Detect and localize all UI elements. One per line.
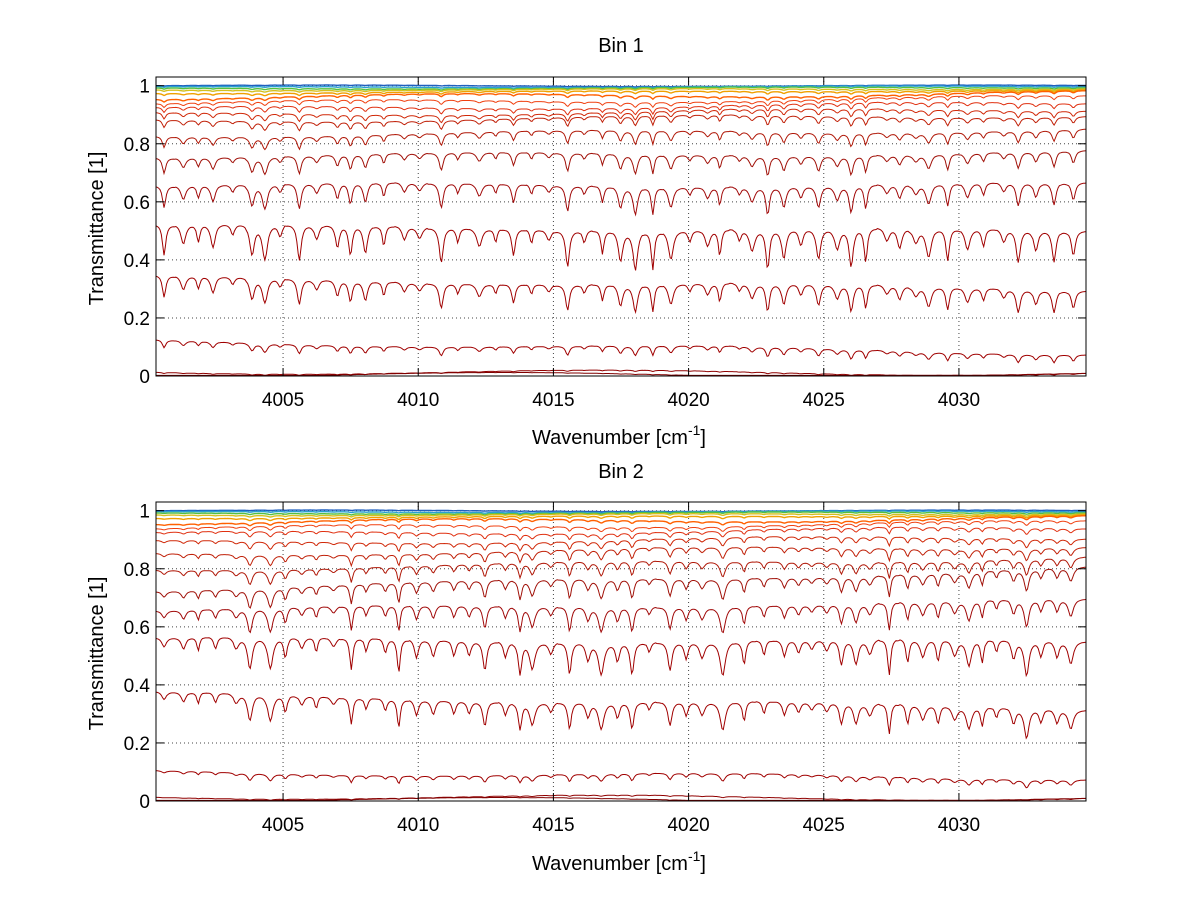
x-tick-label: 4015 bbox=[532, 815, 574, 836]
y-tick-label: 1 bbox=[139, 502, 150, 523]
series-line bbox=[156, 95, 1086, 109]
chart-title: Bin 1 bbox=[598, 35, 644, 57]
y-axis-label: Transmittance [1] bbox=[86, 577, 108, 731]
x-tick-label: 4005 bbox=[262, 815, 304, 836]
y-tick-label: 0.2 bbox=[124, 309, 150, 330]
y-tick-label: 0 bbox=[139, 367, 150, 388]
series-line bbox=[155, 182, 1087, 217]
series-line bbox=[156, 372, 1086, 376]
series-line bbox=[155, 101, 1086, 116]
series-line bbox=[155, 89, 1086, 97]
chart-2: 4005 4010 4015 4020 4025 4030 0 0.2 0.4 0.6 0.8 1 Bi… bbox=[86, 461, 1087, 875]
x-tick-label: 4020 bbox=[667, 815, 709, 836]
x-tick-label: 4020 bbox=[667, 390, 709, 411]
series-line bbox=[155, 598, 1087, 634]
series-line bbox=[155, 225, 1087, 271]
series-line bbox=[155, 114, 1087, 132]
series-line bbox=[155, 637, 1087, 678]
x-tick-label: 4030 bbox=[938, 390, 980, 411]
y-tick-label: 0.4 bbox=[124, 676, 151, 697]
series-line bbox=[155, 150, 1087, 177]
series-line bbox=[155, 536, 1086, 553]
series-line bbox=[156, 520, 1086, 533]
series-line bbox=[156, 511, 1086, 516]
series-line bbox=[155, 556, 1087, 586]
series-line bbox=[155, 86, 1086, 91]
y-tick-label: 1 bbox=[139, 77, 150, 98]
series-line bbox=[156, 85, 1086, 90]
series-line bbox=[156, 514, 1087, 522]
series-line bbox=[156, 509, 1086, 513]
plot-area bbox=[156, 502, 1086, 801]
series-line bbox=[156, 526, 1086, 541]
x-tick-label: 4025 bbox=[803, 815, 845, 836]
series-line bbox=[155, 566, 1087, 609]
plot-area bbox=[156, 77, 1086, 376]
y-tick-label: 0.2 bbox=[124, 734, 150, 755]
y-tick-label: 0.8 bbox=[124, 135, 150, 156]
series-line bbox=[155, 770, 1086, 789]
series-line bbox=[155, 128, 1087, 151]
series-line bbox=[156, 90, 1087, 103]
x-tick-label: 4030 bbox=[938, 815, 980, 836]
series-line bbox=[156, 797, 1086, 801]
y-tick-label: 0.6 bbox=[124, 618, 150, 639]
series-line bbox=[155, 339, 1086, 364]
series-line bbox=[155, 546, 1087, 568]
series-line bbox=[155, 108, 1087, 124]
x-tick-label: 4025 bbox=[803, 390, 845, 411]
y-tick-label: 0.8 bbox=[124, 560, 150, 581]
series-line bbox=[155, 515, 1087, 527]
axes-box bbox=[155, 501, 1087, 802]
x-axis-label: Wavenumber [cm-1] bbox=[532, 422, 706, 449]
y-tick-label: 0 bbox=[139, 792, 150, 813]
series-line bbox=[155, 88, 1086, 93]
series-line bbox=[155, 691, 1087, 740]
x-tick-label: 4010 bbox=[397, 390, 439, 411]
series-line bbox=[156, 512, 1086, 518]
chart-1: 4005 4010 4015 4020 4025 4030 0 0.2 0.4 0.6 0.8 1 Bi… bbox=[86, 35, 1087, 449]
y-tick-label: 0.6 bbox=[124, 193, 150, 214]
x-axis-label: Wavenumber [cm-1] bbox=[532, 848, 706, 875]
x-tick-label: 4005 bbox=[262, 390, 304, 411]
chart-title: Bin 2 bbox=[598, 461, 644, 483]
series-line bbox=[155, 275, 1087, 315]
y-tick-label: 0.4 bbox=[124, 251, 151, 272]
series-line bbox=[156, 84, 1086, 88]
axes-box bbox=[155, 76, 1087, 377]
x-tick-label: 4010 bbox=[397, 815, 439, 836]
y-axis-label: Transmittance [1] bbox=[86, 152, 108, 306]
x-tick-label: 4015 bbox=[532, 390, 574, 411]
